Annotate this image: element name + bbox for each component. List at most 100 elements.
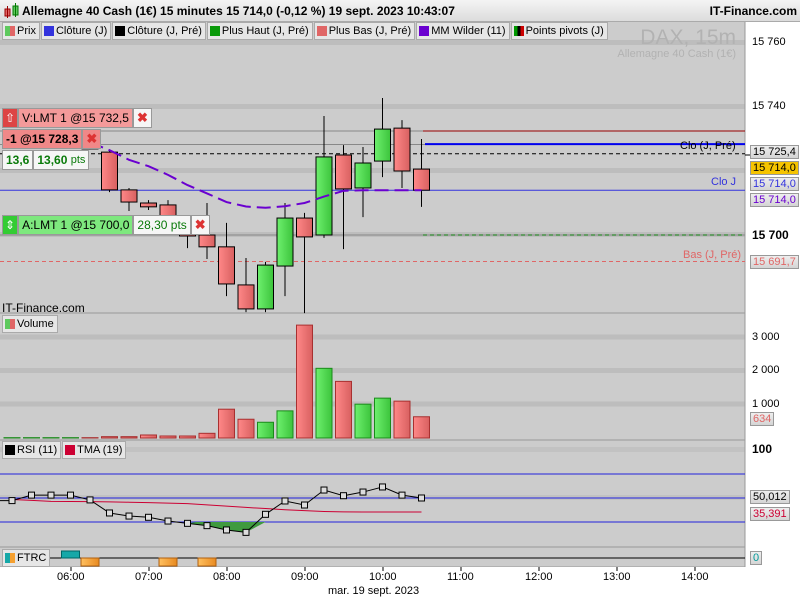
legend-tab[interactable]: Plus Bas (J, Pré): [313, 22, 416, 40]
volume-bar: [101, 436, 118, 439]
tma-swatch: [65, 445, 76, 455]
volume-bar: [198, 432, 216, 439]
legend-tab[interactable]: Clôture (J, Pré): [112, 22, 206, 40]
volume-bar: [237, 418, 255, 439]
candle: [140, 202, 157, 208]
position-pl: 13,6 13,60 pts: [2, 150, 90, 170]
candle: [218, 246, 235, 285]
volume-bar: [413, 416, 430, 439]
mm-wilder-value: 15 714,0: [750, 193, 799, 207]
volume-bar: [159, 435, 177, 439]
sell-order-label[interactable]: ⇧ V:LMT 1 @15 732,5 ✖: [2, 108, 152, 128]
volume-bar: [354, 403, 372, 439]
legend-label: Points pivots (J): [525, 25, 604, 37]
volume-tick: 2 000: [752, 364, 780, 376]
volume-bar: [140, 434, 157, 439]
gridline: [0, 368, 745, 373]
rsi-point: [320, 486, 328, 494]
close-icon[interactable]: ✖: [190, 215, 210, 235]
tma-last-value: 35,391: [750, 507, 790, 521]
ftrc-bar: [80, 557, 100, 567]
volume-tick: 3 000: [752, 330, 780, 343]
clo-j-pre-label: Clo (J, Pré): [680, 140, 736, 152]
time-tick: 07:00: [135, 571, 163, 583]
tab-tma[interactable]: TMA (19): [62, 441, 127, 459]
candle: [101, 151, 118, 191]
gridline: [0, 401, 745, 407]
rsi-tick: 100: [752, 442, 773, 456]
time-tick: 06:00: [57, 571, 85, 583]
clo-j-value: 15 714,0: [750, 177, 799, 191]
time-tick: 12:00: [525, 571, 553, 583]
pl-points: 13,60: [37, 153, 68, 167]
plot-background: [0, 22, 745, 567]
volume-tick: 1 000: [752, 397, 780, 410]
rsi-point: [184, 519, 191, 527]
legend-label: Plus Haut (J, Pré): [221, 25, 309, 37]
clo-j-pre-value: 15 725,4: [750, 145, 799, 159]
candle: [198, 234, 216, 248]
volume-bar: [393, 400, 411, 439]
legend-label: Clôture (J): [55, 25, 108, 37]
close-icon[interactable]: ✖: [132, 108, 152, 128]
rsi-point: [242, 528, 250, 536]
rsi-point: [47, 491, 55, 499]
sell-order-text: V:LMT 1 @15 732,5: [18, 108, 133, 128]
title-bar: Allemagne 40 Cash (1€) 15 minutes 15 714…: [0, 0, 800, 22]
rsi-point: [86, 496, 94, 504]
legend-tab[interactable]: Clôture (J): [40, 22, 112, 40]
rsi-point: [203, 522, 211, 530]
candle: [374, 128, 391, 162]
position-label[interactable]: -1 @15 728,3 ✖: [2, 129, 102, 149]
candlestick-icon: [4, 3, 20, 26]
ftrc-swatch: [5, 553, 15, 563]
time-axis: [0, 567, 800, 600]
rsi-point: [340, 492, 347, 500]
gridline: [0, 447, 745, 452]
legend-swatch: [513, 26, 524, 36]
volume-bar: [335, 380, 352, 439]
legend-tab[interactable]: Plus Haut (J, Pré): [206, 22, 313, 40]
candle: [257, 264, 274, 310]
gridline: [0, 104, 745, 109]
rsi-tabs: RSI (11) TMA (19): [2, 441, 127, 459]
legend-label: MM Wilder (11): [431, 25, 506, 37]
legend-swatch: [43, 26, 54, 36]
volume-bar: [257, 421, 274, 439]
rsi-point: [301, 501, 308, 509]
tab-volume[interactable]: Volume: [2, 315, 58, 333]
legend-label: Clôture (J, Pré): [127, 25, 202, 37]
close-icon[interactable]: ✖: [82, 129, 102, 149]
gridline: [0, 334, 745, 340]
buy-order-distance: 28,30 pts: [133, 215, 191, 235]
watermark-symbol: DAX, 15m: [640, 26, 736, 49]
rsi-point: [223, 526, 230, 534]
bas-j-pre-value: 15 691,7: [750, 255, 799, 269]
footer-brand: IT-Finance.com: [2, 301, 85, 315]
volume-bar: [276, 410, 294, 439]
time-tick: 11:00: [447, 571, 474, 583]
tab-ftrc[interactable]: FTRC: [2, 549, 51, 567]
volume-bar: [374, 397, 391, 439]
rsi-point: [398, 491, 406, 499]
arrow-up-icon: ⇧: [2, 108, 19, 128]
candle: [296, 217, 313, 238]
tma-line: [11, 498, 422, 513]
tab-label: FTRC: [17, 552, 47, 564]
price-tick: 15 700: [752, 228, 789, 242]
brand[interactable]: IT-Finance.com: [709, 4, 797, 18]
legend-tab[interactable]: MM Wilder (11): [416, 22, 510, 40]
time-tick: 13:00: [603, 571, 631, 583]
rsi-point: [418, 494, 425, 502]
legend-tab[interactable]: Points pivots (J): [510, 22, 608, 40]
tab-rsi[interactable]: RSI (11): [2, 441, 62, 459]
price-tick: 15 740: [752, 100, 786, 112]
window-title: Allemagne 40 Cash (1€) 15 minutes 15 714…: [22, 4, 455, 18]
watermark-name: Allemagne 40 Cash (1€): [617, 48, 736, 60]
legend-tab[interactable]: Prix: [2, 22, 40, 40]
legend-swatch: [115, 26, 126, 36]
candle: [120, 189, 138, 203]
pl-value: 13,6: [2, 150, 34, 170]
buy-order-label[interactable]: ⇕ A:LMT 1 @15 700,0 28,30 pts ✖: [2, 215, 210, 235]
